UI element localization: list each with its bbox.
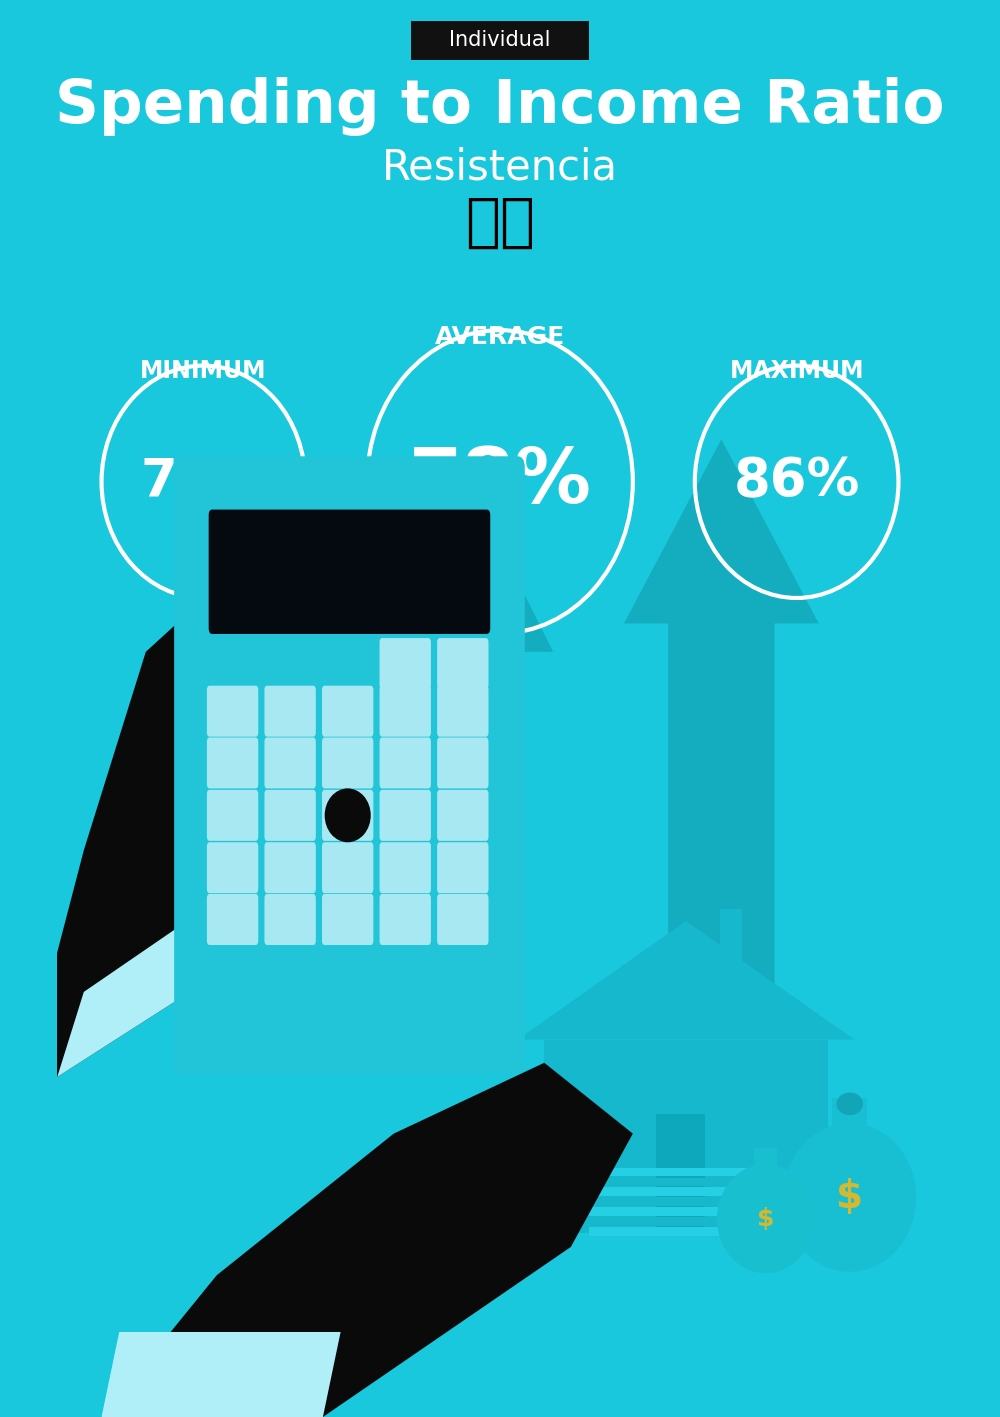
FancyBboxPatch shape xyxy=(437,842,488,893)
FancyBboxPatch shape xyxy=(437,737,488,788)
Text: 78%: 78% xyxy=(409,445,591,519)
FancyBboxPatch shape xyxy=(380,737,431,788)
Ellipse shape xyxy=(836,1093,863,1115)
FancyBboxPatch shape xyxy=(437,638,488,689)
FancyBboxPatch shape xyxy=(437,789,488,840)
FancyBboxPatch shape xyxy=(264,737,316,788)
Polygon shape xyxy=(518,921,854,1040)
FancyBboxPatch shape xyxy=(174,456,525,1074)
Bar xyxy=(754,1148,777,1170)
Polygon shape xyxy=(270,567,376,907)
Polygon shape xyxy=(102,1063,633,1417)
Bar xyxy=(589,1217,766,1226)
FancyBboxPatch shape xyxy=(380,789,431,840)
FancyBboxPatch shape xyxy=(437,894,488,945)
FancyBboxPatch shape xyxy=(207,842,258,893)
Polygon shape xyxy=(102,1332,341,1417)
FancyBboxPatch shape xyxy=(264,789,316,840)
Polygon shape xyxy=(57,907,208,1077)
Polygon shape xyxy=(40,595,252,1077)
Text: 86%: 86% xyxy=(733,456,860,507)
FancyBboxPatch shape xyxy=(322,894,373,945)
Text: Individual: Individual xyxy=(449,30,551,51)
Bar xyxy=(589,1168,766,1176)
FancyBboxPatch shape xyxy=(380,686,431,737)
FancyBboxPatch shape xyxy=(264,894,316,945)
Bar xyxy=(589,1178,766,1186)
FancyBboxPatch shape xyxy=(380,894,431,945)
FancyBboxPatch shape xyxy=(380,842,431,893)
Bar xyxy=(589,1187,766,1196)
Ellipse shape xyxy=(783,1122,916,1272)
FancyBboxPatch shape xyxy=(322,686,373,737)
Text: AVERAGE: AVERAGE xyxy=(435,326,565,349)
Polygon shape xyxy=(411,510,553,935)
FancyBboxPatch shape xyxy=(322,789,373,840)
Text: MAXIMUM: MAXIMUM xyxy=(729,360,864,383)
Bar xyxy=(656,1114,705,1233)
Text: $: $ xyxy=(836,1179,863,1216)
Bar xyxy=(589,1227,766,1236)
Bar xyxy=(832,1098,867,1129)
FancyBboxPatch shape xyxy=(322,737,373,788)
Bar xyxy=(589,1197,766,1206)
FancyBboxPatch shape xyxy=(207,737,258,788)
Text: MINIMUM: MINIMUM xyxy=(140,360,267,383)
FancyBboxPatch shape xyxy=(411,21,589,60)
Bar xyxy=(720,910,742,1009)
FancyBboxPatch shape xyxy=(380,638,431,689)
Text: Spending to Income Ratio: Spending to Income Ratio xyxy=(55,77,945,136)
FancyBboxPatch shape xyxy=(209,510,490,633)
Polygon shape xyxy=(624,439,819,992)
Text: $: $ xyxy=(757,1207,774,1230)
FancyBboxPatch shape xyxy=(207,789,258,840)
FancyBboxPatch shape xyxy=(264,686,316,737)
FancyBboxPatch shape xyxy=(322,842,373,893)
Ellipse shape xyxy=(717,1165,814,1272)
Text: 🇦🇷: 🇦🇷 xyxy=(465,194,535,251)
Ellipse shape xyxy=(325,788,371,842)
FancyBboxPatch shape xyxy=(264,842,316,893)
FancyBboxPatch shape xyxy=(207,686,258,737)
Text: 72%: 72% xyxy=(140,456,267,507)
FancyBboxPatch shape xyxy=(437,686,488,737)
Bar xyxy=(544,1040,828,1233)
FancyBboxPatch shape xyxy=(207,894,258,945)
Text: Resistencia: Resistencia xyxy=(382,146,618,188)
Bar xyxy=(589,1207,766,1216)
